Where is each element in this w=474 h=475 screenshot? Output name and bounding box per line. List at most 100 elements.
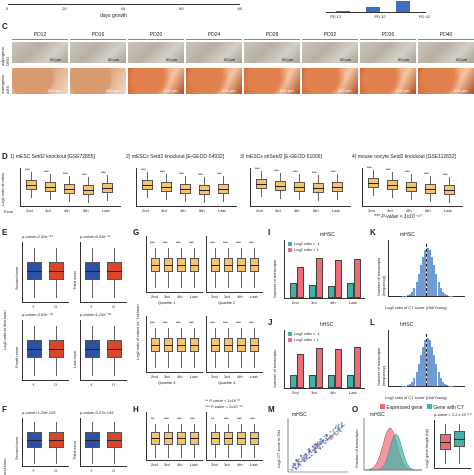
xtick-3rd: 3rd: [311, 300, 317, 305]
xtick-5th: 5th: [313, 208, 319, 213]
top-ticks: 0 20 40 60 80: [6, 6, 242, 11]
stars: ***: [179, 171, 184, 176]
scatter-point: [301, 457, 303, 459]
panel-o-pvalue: p-value < 3.3 x 10⁻¹⁰: [434, 412, 471, 417]
xtick-4th: 4th: [177, 294, 183, 299]
m-diagonal: [290, 424, 346, 470]
xtick-last: Last: [190, 462, 198, 467]
scatter-point: [294, 463, 296, 465]
stars: ***: [176, 240, 181, 245]
legend-expressed: Expressed gene: [386, 405, 422, 411]
scatter-point: [298, 461, 300, 463]
stars: ***: [198, 172, 203, 177]
scatter-point: [296, 460, 298, 462]
xtick-2nd: 2nd: [142, 208, 149, 213]
scatter-point: [321, 439, 323, 441]
ars-scale-bar-pd28: 500 µm: [280, 88, 293, 93]
panel-j-title: hHSC: [320, 322, 333, 328]
median-line: [83, 190, 94, 191]
median-line: [190, 345, 199, 346]
panel-d-label: D: [2, 152, 8, 161]
median-line: [256, 184, 267, 185]
oro-scale-bar-pd20: 50 µm: [166, 57, 177, 62]
xtick-2nd: 2nd: [211, 462, 218, 467]
xtick-4th: 4th: [177, 374, 183, 379]
stars: ***: [210, 320, 215, 325]
xtick-y: Y: [90, 382, 93, 387]
panel-l-title: hHSC: [400, 322, 413, 328]
median-line: [107, 349, 122, 350]
panel-i-label: I: [268, 228, 270, 237]
median-line: [275, 186, 286, 187]
stars: ***: [189, 320, 194, 325]
oro-scale-bar-pd24: 50 µm: [224, 57, 235, 62]
scatter-point: [330, 431, 332, 433]
panel-h-label: H: [133, 405, 139, 414]
stars: ***: [101, 170, 106, 175]
xtick-last: Last: [332, 208, 340, 213]
scatter-point: [330, 438, 332, 440]
stars: ***: [237, 416, 242, 421]
bar-lt-2nd: [290, 375, 297, 388]
panel-m-scatter: [286, 418, 348, 474]
tick-80: 80: [238, 6, 242, 11]
xtick-last: Last: [250, 294, 258, 299]
xtick-2nd: 2nd: [292, 300, 299, 305]
median-line: [387, 185, 398, 186]
top-line-axis: [8, 4, 240, 5]
stars: ***: [293, 169, 298, 174]
panel-e-ylabel-1: Second exon: [14, 246, 19, 290]
bar-gt-2nd: [297, 354, 304, 388]
stars: ***: [249, 320, 254, 325]
panel-d-footnote: *** P-value < 1x10⁻¹⁰: [374, 214, 421, 220]
panel-f-label: F: [2, 405, 7, 414]
xtick-y: Y: [32, 382, 35, 387]
panel_i-legend-swatch-lt: [288, 242, 292, 246]
median-line: [190, 438, 199, 439]
stars: ***: [236, 320, 241, 325]
median-line: [49, 349, 64, 350]
xtick-2nd: 2nd: [211, 374, 218, 379]
bar-gt-last: [354, 259, 361, 298]
stars: ***: [210, 240, 215, 245]
ars-scale-bar-pd36: 500 µm: [396, 88, 409, 93]
panel_j-legend-swatch-gt: [288, 338, 292, 342]
bar-gt-4th: [335, 349, 342, 388]
panel_i-legend-gt: Log2 ratio > 1: [294, 247, 319, 252]
xtick-2nd: 2nd: [151, 462, 158, 467]
xtick-3rd: 3rd: [224, 374, 230, 379]
stars: ***: [331, 169, 336, 174]
scatter-point: [322, 446, 324, 448]
quartile-label-3: Quartile 3: [158, 380, 175, 385]
xtick-4th: 4th: [180, 208, 186, 213]
scatter-point: [334, 427, 336, 429]
median-line: [177, 265, 186, 266]
row2-label: osteogenic ARS: [0, 70, 10, 94]
xtick-4th: 4th: [330, 390, 336, 395]
panel-k-label: K: [370, 228, 376, 237]
panel-d-ylabel: Log2 ratio of ratios: [0, 166, 5, 206]
stars: ***: [250, 416, 255, 421]
panel_j-legend-gt: Log2 ratio > 1: [294, 337, 319, 342]
xtick-2nd: 2nd: [26, 208, 33, 213]
stars: ***: [82, 172, 87, 177]
panel-i-title: mHSC: [320, 232, 335, 238]
scatter-point: [305, 458, 307, 460]
stars: ***: [274, 168, 279, 173]
xtick-last: Last: [349, 390, 357, 395]
panel-g-label: G: [133, 228, 139, 237]
panel-e-ylabel: Log2 ratio to first exon: [2, 290, 7, 350]
column-header-pd36: PD36: [360, 32, 416, 40]
panel_i-legend-lt: Log2 ratio < -1: [294, 241, 320, 246]
quartile-label-1: Quartile 1: [158, 300, 175, 305]
xtick-4th: 4th: [330, 300, 336, 305]
xtick-3rd: 3rd: [164, 294, 170, 299]
panel-o-ylabel: Fraction of transcripts: [354, 418, 359, 468]
stars: ***: [25, 167, 30, 172]
scatter-point: [317, 447, 319, 449]
stars: ***: [223, 320, 228, 325]
xtick-2nd: 2nd: [256, 208, 263, 213]
stars: ***: [443, 172, 448, 177]
xtick-3rd: 3rd: [224, 462, 230, 467]
stars: ***: [44, 169, 49, 174]
